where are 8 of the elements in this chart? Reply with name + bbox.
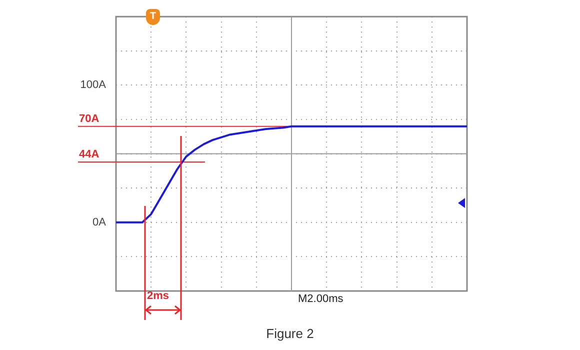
y-tick-label: 0A [92,216,107,228]
ref-line-label: 70A [79,112,100,125]
annotation: 2ms [147,290,170,302]
ref-line-label: 44A [79,148,100,161]
text: M2.00ms [298,293,344,305]
trigger-marker-icon: T [146,9,160,25]
y-tick-label: 100A [80,79,107,92]
caption: Figure 2 [265,326,315,341]
